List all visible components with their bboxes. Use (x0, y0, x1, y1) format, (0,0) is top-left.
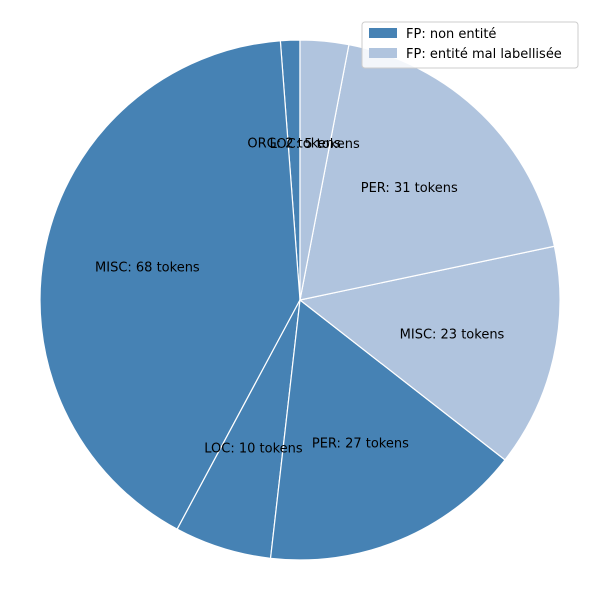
slice-label-per-5: PER: 31 tokens (361, 181, 458, 196)
legend-swatch-mal-labellisee (369, 48, 397, 58)
slice-label-per-3: PER: 27 tokens (312, 436, 409, 451)
pie-slice-per-3 (269, 299, 506, 561)
slice-label-misc-4: MISC: 23 tokens (400, 328, 505, 343)
legend-frame (361, 21, 579, 69)
pie-slices (39, 39, 561, 561)
legend-label-mal-labellisee: FP: entité mal labellisée (406, 47, 562, 62)
slice-labels: ORG: 2 tokens MISC: 68 tokens LOC: 10 toke… (95, 137, 505, 457)
slice-label-loc-6: LOC: 5 tokens (270, 137, 360, 152)
pie-slice-loc-6 (299, 39, 350, 301)
slice-label-misc-1: MISC: 68 tokens (95, 260, 200, 275)
pie-slice-misc-4 (299, 245, 561, 461)
slice-label-org-0: ORG: 2 tokens (247, 137, 341, 152)
legend-swatch-non-entite (369, 28, 397, 38)
slice-label-loc-2: LOC: 10 tokens (204, 441, 303, 456)
legend: FP: non entité FP: entité mal labellisée (361, 21, 579, 69)
pie-slice-misc-1 (39, 40, 301, 530)
legend-label-non-entite: FP: non entité (406, 27, 496, 42)
